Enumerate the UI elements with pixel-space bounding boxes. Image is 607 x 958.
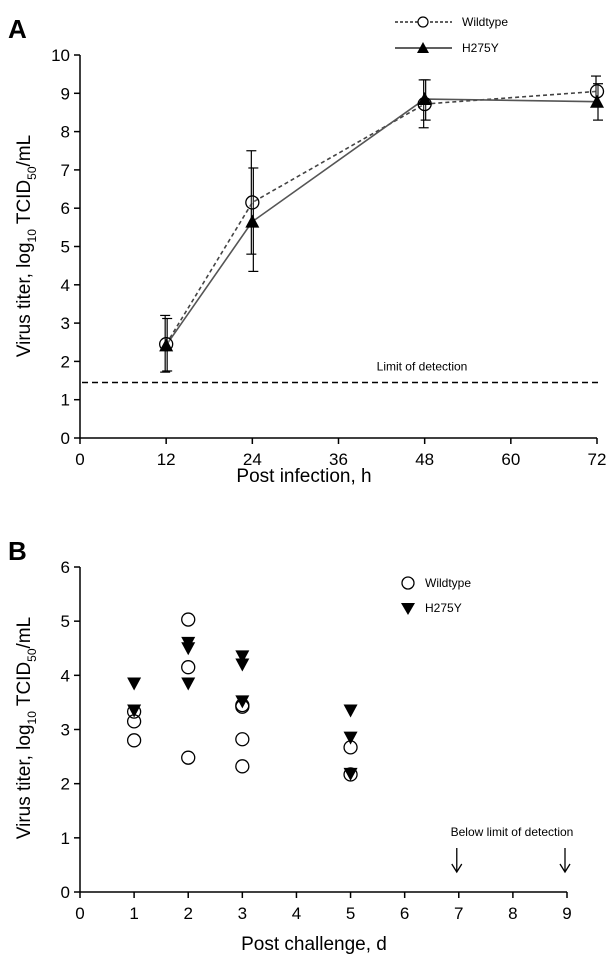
- data-point-h275y: [235, 695, 250, 709]
- data-point-h275y: [245, 214, 260, 228]
- panel-b-y-ticks: 0 1 2 3 4 5 6: [61, 558, 80, 902]
- x-tick-label: 7: [454, 904, 463, 923]
- y-tick-label: 7: [61, 161, 70, 180]
- x-tick-label: 12: [157, 450, 176, 469]
- y-tick-label: 1: [61, 829, 70, 848]
- data-point-h275y: [343, 767, 358, 781]
- data-point-wildtype: [181, 660, 196, 675]
- x-tick-label: 9: [562, 904, 571, 923]
- y-tick-label: 6: [61, 558, 70, 577]
- y-tick-label: 8: [61, 123, 70, 142]
- y-tick-label: 1: [61, 391, 70, 410]
- series-line-wildtype: [165, 90, 598, 345]
- panel-a-y-axis-title: Virus titer, log10 TCID50/mL: [14, 135, 39, 357]
- panel-a-x-ticks: 0 12 24 36 48 60 72: [75, 438, 606, 469]
- panel-a-legend: Wildtype H275Y: [395, 15, 508, 55]
- y-tick-label: 4: [61, 666, 70, 685]
- y-tick-label: 3: [61, 721, 70, 740]
- legend-b-wildtype-marker: [401, 576, 415, 590]
- y-tick-label: 10: [51, 46, 70, 65]
- panel-b-x-axis-title: Post challenge, d: [241, 934, 387, 955]
- data-point-h275y: [235, 650, 250, 664]
- data-point-h275y: [127, 677, 142, 691]
- legend-h275y-marker: [417, 42, 429, 53]
- data-point-wildtype: [181, 750, 196, 765]
- x-tick-label: 3: [238, 904, 247, 923]
- x-tick-label: 0: [75, 450, 84, 469]
- y-tick-label: 9: [61, 84, 70, 103]
- y-tick-label: 2: [61, 352, 70, 371]
- below-detection-arrows: [451, 848, 571, 874]
- panel-a-x-axis-title: Post infection, h: [236, 466, 371, 487]
- data-point-h275y: [235, 658, 250, 672]
- panel-b-series: [126, 612, 358, 782]
- panel-b-x-ticks: 0 1 2 3 4 5 6 7 8 9: [75, 892, 572, 923]
- y-tick-label: 0: [61, 883, 70, 902]
- legend-wildtype-marker: [417, 16, 429, 28]
- below-detection-label: Below limit of detection: [451, 825, 574, 839]
- data-point-wildtype: [245, 195, 260, 210]
- legend-b-wildtype-label: Wildtype: [425, 576, 471, 590]
- y-tick-label: 5: [61, 612, 70, 631]
- panel-b: B 0 1 2 3 4 5 6 0 1 2 3 4 5 6 7 8 9 Post challenge, d V…: [8, 536, 573, 955]
- x-tick-label: 1: [129, 904, 138, 923]
- down-arrow-head: [451, 863, 463, 874]
- x-tick-label: 5: [346, 904, 355, 923]
- data-point-h275y: [417, 92, 432, 106]
- panel-a-letter: A: [8, 14, 27, 44]
- y-tick-label: 4: [61, 276, 70, 295]
- panel-b-legend: Wildtype H275Y: [401, 576, 471, 615]
- legend-wildtype-label: Wildtype: [462, 15, 508, 29]
- y-tick-label: 6: [61, 199, 70, 218]
- y-tick-label: 3: [61, 314, 70, 333]
- x-tick-label: 0: [75, 904, 84, 923]
- y-tick-label: 2: [61, 775, 70, 794]
- x-tick-label: 24: [243, 450, 262, 469]
- x-tick-label: 72: [588, 450, 607, 469]
- data-point-h275y: [343, 704, 358, 718]
- data-point-wildtype: [181, 612, 196, 627]
- data-point-h275y: [127, 704, 142, 718]
- data-point-wildtype: [126, 733, 142, 748]
- data-point-h275y: [590, 94, 604, 108]
- data-point-h275y: [181, 677, 196, 691]
- x-tick-label: 8: [508, 904, 517, 923]
- data-point-h275y: [181, 642, 196, 656]
- x-tick-label: 6: [400, 904, 409, 923]
- legend-b-h275y-marker: [401, 603, 415, 615]
- x-tick-label: 60: [501, 450, 520, 469]
- data-point-h275y: [343, 731, 358, 745]
- data-point-wildtype: [235, 759, 250, 774]
- series-line-h275y: [165, 98, 598, 346]
- limit-of-detection-label: Limit of detection: [377, 359, 468, 373]
- data-point-h275y: [159, 338, 174, 352]
- panel-b-y-axis-title: Virus titer, log10 TCID50/mL: [14, 617, 39, 839]
- x-tick-label: 2: [183, 904, 192, 923]
- panel-a-series: [159, 75, 605, 373]
- x-tick-label: 4: [292, 904, 301, 923]
- legend-h275y-label: H275Y: [462, 41, 499, 55]
- x-tick-label: 48: [415, 450, 434, 469]
- down-arrow-head: [559, 863, 571, 874]
- panel-b-letter: B: [8, 536, 27, 566]
- panel-a-y-ticks: 0 1 2 3 4 5 6 7 8 9 10: [51, 46, 80, 448]
- x-tick-label: 36: [329, 450, 348, 469]
- data-point-wildtype: [235, 732, 250, 747]
- y-tick-label: 5: [61, 238, 70, 257]
- legend-b-h275y-label: H275Y: [425, 601, 462, 615]
- y-tick-label: 0: [61, 429, 70, 448]
